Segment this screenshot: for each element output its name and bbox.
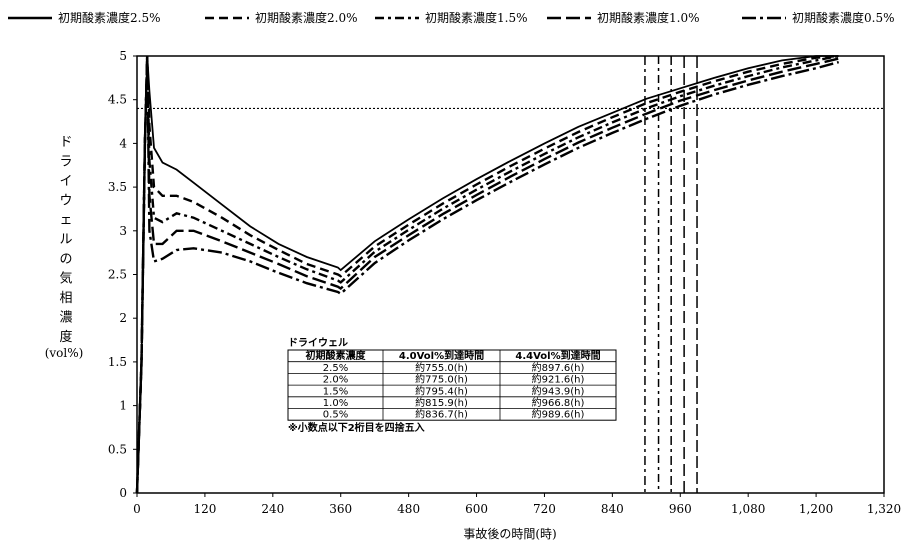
y-tick-label: 5	[119, 49, 127, 63]
x-tick-label: 0	[133, 502, 141, 516]
x-tick-label: 120	[193, 502, 216, 516]
y-axis-label-char: ル	[59, 233, 72, 248]
y-tick-label: 2.5	[108, 268, 127, 282]
series-line-5	[135, 55, 840, 494]
axis-labels: ドライウェルの気相濃度(vol%)事故後の時間(時)	[45, 135, 557, 541]
legend-label-5: 初期酸素濃度0.5%	[792, 10, 895, 25]
x-tick-label: 1,200	[799, 502, 833, 516]
x-tick-label: 360	[329, 502, 352, 516]
y-axis-label: ドライウェルの気相濃度	[59, 135, 72, 345]
table-cell: 0.5%	[323, 410, 348, 421]
y-tick-label: 3	[119, 224, 127, 238]
y-tick-label: 1.5	[108, 355, 127, 369]
x-tick-label: 840	[601, 502, 624, 516]
x-tick-label: 600	[465, 502, 488, 516]
y-axis-label-char: 相	[59, 291, 72, 306]
table-header-cell: 4.0Vol%到達時間	[399, 349, 484, 362]
plot-border	[136, 55, 885, 494]
table-cell: 約897.6(h)	[532, 361, 585, 374]
table-cell: 1.5%	[323, 386, 348, 397]
table-cell: 1.0%	[323, 398, 348, 409]
table-cell: 約921.6(h)	[532, 373, 585, 386]
table-cell: 約943.9(h)	[532, 384, 585, 397]
series-line-3	[135, 54, 839, 494]
x-tick-label: 240	[261, 502, 284, 516]
y-axis-label-char: ェ	[59, 213, 72, 228]
y-tick-label: 0	[119, 486, 127, 500]
series-line-1	[136, 55, 839, 494]
table-header-cell: 4.4Vol%到達時間	[515, 349, 600, 362]
y-axis-label-char: の	[59, 252, 72, 267]
y-tick-label: 1	[119, 399, 127, 413]
y-axis-unit: (vol%)	[45, 346, 84, 360]
series-line-4	[135, 55, 839, 494]
vertical-marker-lines	[644, 56, 698, 493]
y-axis-label-char: ラ	[59, 155, 72, 170]
legend-label-3: 初期酸素濃度1.5%	[425, 10, 528, 25]
y-tick-label: 3.5	[108, 180, 127, 194]
x-tick-label: 1,320	[867, 502, 901, 516]
table-cell: 約989.6(h)	[532, 408, 585, 421]
table-cell: 2.5%	[323, 363, 348, 374]
x-tick-label: 1,080	[731, 502, 765, 516]
series-line-2	[135, 54, 839, 494]
table-title: ドライウェル	[288, 337, 348, 349]
table-cell: 約966.8(h)	[532, 396, 585, 409]
y-tick-label: 4.5	[108, 93, 127, 107]
y-axis-label-char: イ	[59, 174, 72, 189]
x-tick-label: 480	[397, 502, 420, 516]
axis-ticks: 0 120 240 360 480 600 720 840 960 1,080 1,200 1,320…	[108, 49, 901, 516]
table-note: ※小数点以下2桁目を四捨五入	[288, 421, 425, 434]
table-header-cell: 初期酸素濃度	[306, 349, 367, 362]
y-axis-label-char: 度	[59, 329, 72, 345]
y-tick-label: 2	[119, 311, 127, 325]
y-axis-label-char: ド	[59, 135, 72, 150]
legend-label-1: 初期酸素濃度2.5%	[58, 10, 161, 25]
table-cell: 約836.7(h)	[415, 408, 468, 421]
table-cell: 約795.4(h)	[415, 384, 468, 397]
y-tick-label: 4	[119, 136, 127, 150]
x-tick-label: 720	[533, 502, 556, 516]
legend: 初期酸素濃度2.5% 初期酸素濃度2.0% 初期酸素濃度1.5% 初期酸素濃度1.0%…	[8, 10, 895, 25]
legend-label-4: 初期酸素濃度1.0%	[597, 10, 700, 25]
table-cell: 約755.0(h)	[415, 361, 468, 374]
y-axis-label-char: ウ	[59, 194, 72, 209]
table-cell: 約775.0(h)	[415, 373, 468, 386]
y-axis-label-char: 濃	[59, 311, 72, 326]
table-cell: 2.0%	[323, 375, 348, 386]
y-axis-label-char: 気	[59, 271, 72, 287]
x-tick-label: 960	[669, 502, 692, 516]
x-axis-label: 事故後の時間(時)	[463, 526, 556, 541]
series-group	[135, 54, 840, 494]
y-tick-label: 0.5	[108, 442, 127, 456]
plot-frame	[136, 55, 885, 494]
table-cell: 約815.9(h)	[415, 396, 468, 409]
legend-label-2: 初期酸素濃度2.0%	[255, 10, 358, 25]
